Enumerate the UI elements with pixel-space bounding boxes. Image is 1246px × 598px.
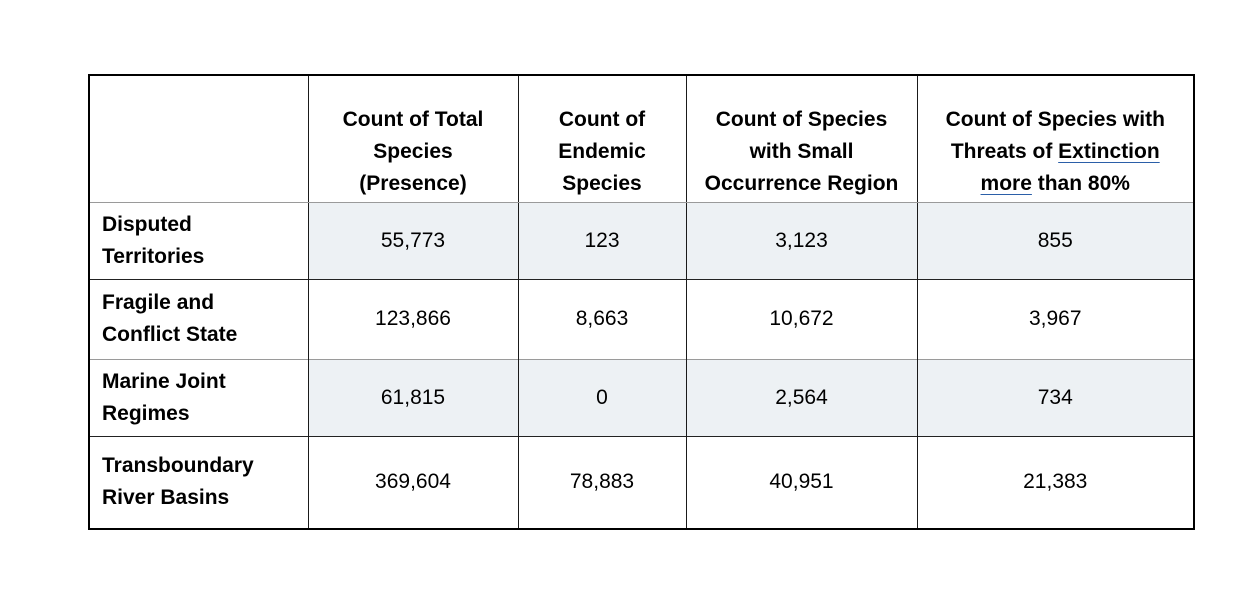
cell-small-occurrence: 10,672 bbox=[685, 279, 918, 359]
cell-extinction-threat: 734 bbox=[916, 359, 1195, 436]
cell-total-species: 369,604 bbox=[307, 436, 519, 529]
cell-total-species: 61,815 bbox=[307, 359, 519, 436]
cell-endemic-species: 123 bbox=[517, 202, 687, 279]
cell-small-occurrence: 2,564 bbox=[685, 359, 918, 436]
cell-endemic-species: 0 bbox=[517, 359, 687, 436]
header-corner-cell bbox=[88, 75, 309, 203]
header-endemic-species: Count of Endemic Species bbox=[517, 75, 687, 203]
cell-small-occurrence: 3,123 bbox=[685, 202, 918, 279]
row-label: Transboundary River Basins bbox=[88, 436, 309, 529]
table-row: Marine Joint Regimes 61,815 0 2,564 734 bbox=[88, 359, 1195, 436]
table-row: Fragile and Conflict State 123,866 8,663… bbox=[88, 279, 1195, 359]
header-extinction-threat: Count of Species with Threats of Extinct… bbox=[916, 75, 1195, 203]
cell-total-species: 123,866 bbox=[307, 279, 519, 359]
header-small-occurrence: Count of Species with Small Occurrence R… bbox=[685, 75, 918, 203]
cell-endemic-species: 8,663 bbox=[517, 279, 687, 359]
cell-small-occurrence: 40,951 bbox=[685, 436, 918, 529]
row-label: Marine Joint Regimes bbox=[88, 359, 309, 436]
cell-extinction-threat: 21,383 bbox=[916, 436, 1195, 529]
cell-extinction-threat: 855 bbox=[916, 202, 1195, 279]
species-count-table: Count of Total Species (Presence) Count … bbox=[88, 74, 1195, 530]
header-row: Count of Total Species (Presence) Count … bbox=[88, 75, 1195, 203]
header-total-species: Count of Total Species (Presence) bbox=[307, 75, 519, 203]
row-label: Fragile and Conflict State bbox=[88, 279, 309, 359]
row-label: Disputed Territories bbox=[88, 202, 309, 279]
cell-endemic-species: 78,883 bbox=[517, 436, 687, 529]
cell-extinction-threat: 3,967 bbox=[916, 279, 1195, 359]
header-extinction-text-1: Count of Species with Threats of bbox=[945, 107, 1165, 163]
table-row: Transboundary River Basins 369,604 78,88… bbox=[88, 436, 1195, 529]
table-row: Disputed Territories 55,773 123 3,123 85… bbox=[88, 202, 1195, 279]
header-extinction-text-2: than 80% bbox=[1031, 171, 1130, 195]
spellcheck-underlined-text: Extinction more bbox=[980, 139, 1160, 195]
cell-total-species: 55,773 bbox=[307, 202, 519, 279]
